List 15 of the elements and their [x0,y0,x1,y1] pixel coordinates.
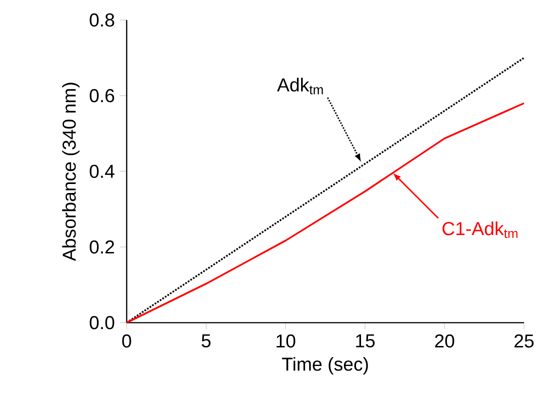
x-tick-label: 0 [122,334,132,348]
x-tick-label: 20 [435,334,454,348]
x-axis-title: Time (sec) [282,357,368,374]
y-tick-label: 0.0 [90,316,114,330]
y-tick-label: 0.6 [90,89,114,102]
y-tick-label: 0.2 [90,240,114,254]
y-axis-title: Absorbance (340 nm) [62,82,80,262]
y-tick-label: 0.4 [90,164,114,178]
x-tick-label: 10 [276,334,296,348]
y-tick-label: 0.8 [90,13,114,27]
text: C1-Adk$_{tm}$ [442,222,518,238]
x-tick-label: 15 [356,334,375,348]
x-tick-label: 5 [202,334,211,348]
text: Adk$_{tm}$ [277,78,323,94]
x-tick-label: 25 [514,334,534,348]
